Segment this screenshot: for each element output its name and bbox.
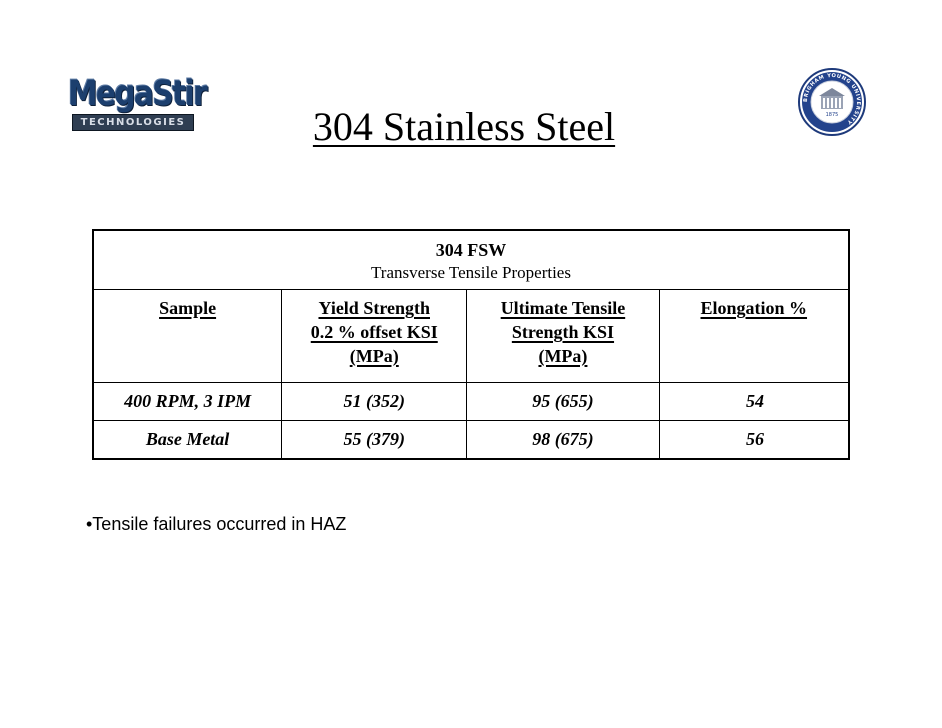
cell-yield: 55 (379) — [281, 420, 467, 459]
header-line: Yield Strength — [318, 298, 430, 318]
page-title: 304 Stainless Steel — [0, 100, 942, 154]
cell-sample: Base Metal — [93, 420, 282, 459]
table-row: 400 RPM, 3 IPM 51 (352) 95 (655) 54 — [93, 382, 849, 421]
logo-tagline: TECHNOLOGIES — [72, 114, 194, 131]
cell-elongation: 56 — [658, 420, 849, 459]
header-line: 0.2 % offset KSI — [310, 322, 438, 342]
header-ultimate-tensile: Ultimate Tensile Strength KSI (MPa) — [466, 289, 660, 383]
header-line: (MPa) — [538, 346, 588, 366]
tensile-properties-table: 304 FSW Transverse Tensile Properties Sa… — [92, 229, 850, 460]
cell-sample: 400 RPM, 3 IPM — [93, 382, 282, 421]
megastir-logo: MegaStir TECHNOLOGIES — [68, 74, 208, 132]
cell-uts: 95 (655) — [466, 382, 660, 421]
table-row: Base Metal 55 (379) 98 (675) 56 — [93, 420, 849, 459]
header-yield-strength: Yield Strength 0.2 % offset KSI (MPa) — [281, 289, 467, 383]
header-line: Ultimate Tensile — [500, 298, 626, 318]
cell-elongation: 54 — [658, 382, 849, 421]
bullet-note: •Tensile failures occurred in HAZ — [86, 514, 347, 534]
header-line: Sample — [159, 298, 217, 318]
cell-yield: 51 (352) — [281, 382, 467, 421]
university-seal-icon: BRIGHAM YOUNG UNIVERSITY 1875 — [798, 68, 866, 136]
title-text: 304 Stainless Steel — [312, 104, 616, 149]
cell-uts: 98 (675) — [466, 420, 660, 459]
table-header-row: Sample Yield Strength 0.2 % offset KSI (… — [93, 289, 849, 383]
header-elongation: Elongation % — [658, 289, 849, 383]
header-line: Elongation % — [700, 298, 808, 318]
header-sample: Sample — [93, 289, 282, 383]
table-caption: 304 FSW — [435, 240, 507, 260]
seal-year: 1875 — [826, 112, 839, 118]
header-line: (MPa) — [349, 346, 399, 366]
table-subcaption: Transverse Tensile Properties — [371, 263, 571, 282]
header-line: Strength KSI — [511, 322, 615, 342]
